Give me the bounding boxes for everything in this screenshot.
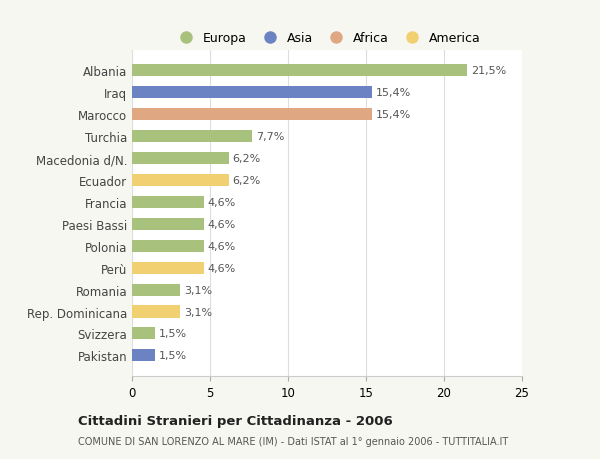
Bar: [132, 174, 229, 187]
Text: 4,6%: 4,6%: [208, 197, 236, 207]
Bar: [132, 153, 229, 165]
Text: 6,2%: 6,2%: [233, 176, 261, 185]
Text: 6,2%: 6,2%: [233, 154, 261, 164]
Text: 4,6%: 4,6%: [208, 263, 236, 273]
Text: 4,6%: 4,6%: [208, 219, 236, 230]
Text: COMUNE DI SAN LORENZO AL MARE (IM) - Dati ISTAT al 1° gennaio 2006 - TUTTITALIA.: COMUNE DI SAN LORENZO AL MARE (IM) - Dat…: [78, 437, 508, 446]
Bar: [132, 262, 204, 274]
Text: 3,1%: 3,1%: [184, 307, 212, 317]
Bar: [132, 328, 155, 340]
Text: Cittadini Stranieri per Cittadinanza - 2006: Cittadini Stranieri per Cittadinanza - 2…: [78, 414, 393, 428]
Text: 1,5%: 1,5%: [160, 351, 187, 360]
Text: 15,4%: 15,4%: [376, 110, 412, 120]
Text: 7,7%: 7,7%: [256, 132, 284, 142]
Bar: [132, 306, 181, 318]
Bar: [132, 284, 181, 296]
Bar: [132, 218, 204, 230]
Text: 21,5%: 21,5%: [472, 67, 506, 76]
Bar: [132, 65, 467, 77]
Bar: [132, 109, 372, 121]
Text: 1,5%: 1,5%: [160, 329, 187, 339]
Text: 15,4%: 15,4%: [376, 88, 412, 98]
Bar: [132, 240, 204, 252]
Bar: [132, 131, 252, 143]
Bar: [132, 196, 204, 208]
Text: 3,1%: 3,1%: [184, 285, 212, 295]
Bar: [132, 87, 372, 99]
Bar: [132, 350, 155, 362]
Text: 4,6%: 4,6%: [208, 241, 236, 251]
Legend: Europa, Asia, Africa, America: Europa, Asia, Africa, America: [168, 28, 486, 50]
